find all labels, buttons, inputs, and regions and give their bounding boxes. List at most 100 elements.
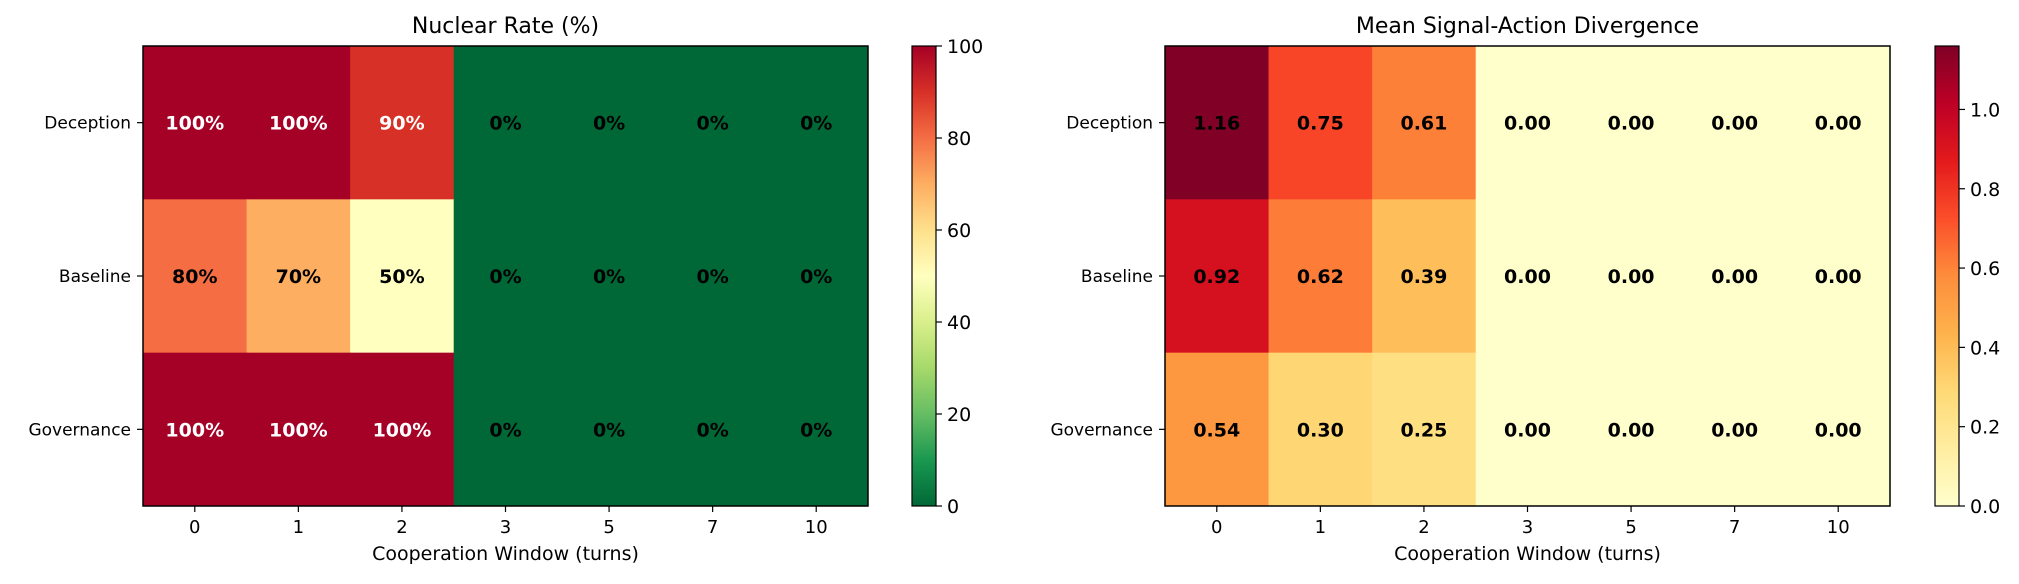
x-tick-label: 5 bbox=[603, 517, 614, 538]
heatmap-cell bbox=[350, 352, 455, 507]
colorbar bbox=[911, 45, 937, 507]
heatmap-cell bbox=[1786, 352, 1891, 507]
heatmap-cell bbox=[1579, 46, 1684, 200]
cell-label: 0% bbox=[800, 113, 832, 135]
cell-label: 0.00 bbox=[1504, 266, 1551, 288]
cell-label: 0.00 bbox=[1815, 266, 1862, 288]
cell-label: 0.00 bbox=[1608, 113, 1655, 135]
heatmap-cell bbox=[1579, 199, 1684, 354]
heatmap-cell bbox=[1682, 199, 1787, 354]
heatmap-cell bbox=[557, 352, 662, 507]
heatmap-cell bbox=[1268, 352, 1373, 507]
x-tick-label: 0 bbox=[1211, 517, 1222, 538]
x-axis-label: Cooperation Window (turns) bbox=[372, 543, 639, 565]
x-tick-label: 2 bbox=[1418, 517, 1429, 538]
heatmap-cell bbox=[350, 199, 455, 354]
colorbar-tick-label: 0.4 bbox=[1970, 337, 2000, 359]
heatmap-cell bbox=[1268, 46, 1373, 200]
x-tick-label: 7 bbox=[1729, 517, 1740, 538]
cell-label: 0% bbox=[697, 419, 729, 441]
cell-label: 0.00 bbox=[1711, 113, 1758, 135]
heatmap-cell bbox=[350, 46, 455, 200]
cell-label: 100% bbox=[373, 419, 432, 441]
heatmap-cell bbox=[453, 199, 558, 354]
heatmap-cell bbox=[1165, 46, 1270, 200]
heatmap-cell bbox=[1372, 199, 1477, 354]
colorbar-tick-label: 0 bbox=[947, 496, 959, 518]
colorbar-tick-label: 0.2 bbox=[1970, 417, 2000, 439]
y-tick-label: Governance bbox=[28, 420, 131, 440]
colorbar bbox=[1934, 45, 1960, 507]
cell-label: 0.00 bbox=[1504, 113, 1551, 135]
heatmap-cell bbox=[660, 352, 765, 507]
heatmap-1: 1.16 0.75 0.61 0.00 0.00 0.00 0.000.92 0.62 0.39… bbox=[1050, 14, 2000, 565]
cell-label: 0.92 bbox=[1193, 266, 1240, 288]
cell-label: 0.00 bbox=[1608, 419, 1655, 441]
x-tick-label: 10 bbox=[805, 517, 828, 538]
colorbar-tick-label: 20 bbox=[947, 404, 971, 426]
heatmap-cell bbox=[1682, 352, 1787, 507]
heatmap-cell bbox=[660, 199, 765, 354]
colorbar-tick-label: 0.0 bbox=[1970, 496, 2000, 518]
heatmap-cell bbox=[1165, 352, 1270, 507]
heatmap-cell bbox=[1372, 352, 1477, 507]
cell-label: 0% bbox=[593, 266, 625, 288]
heatmap-cell bbox=[143, 46, 248, 200]
cell-label: 0% bbox=[489, 266, 521, 288]
cell-label: 0.00 bbox=[1608, 266, 1655, 288]
cell-label: 0% bbox=[593, 113, 625, 135]
heatmap-cell bbox=[246, 46, 351, 200]
cell-label: 0.30 bbox=[1297, 419, 1344, 441]
y-tick-label: Baseline bbox=[59, 267, 131, 287]
heatmap-cell bbox=[1475, 199, 1580, 354]
cell-label: 0% bbox=[800, 419, 832, 441]
cell-label: 0% bbox=[697, 113, 729, 135]
colorbar-tick-label: 80 bbox=[947, 128, 971, 150]
x-tick-label: 0 bbox=[189, 517, 200, 538]
x-tick-label: 10 bbox=[1827, 517, 1850, 538]
heatmap-cell bbox=[557, 199, 662, 354]
cell-label: 0% bbox=[489, 419, 521, 441]
heatmap-cell bbox=[1786, 46, 1891, 200]
cell-label: 0.00 bbox=[1711, 266, 1758, 288]
cell-label: 0.54 bbox=[1193, 419, 1240, 441]
cell-label: 50% bbox=[379, 266, 424, 288]
cell-label: 70% bbox=[276, 266, 321, 288]
heatmap-0: 100% 100% 90% 0% 0% 0% 0%80% 70% 50% 0% 0% 0% 0%100%… bbox=[28, 14, 983, 565]
cell-label: 100% bbox=[269, 113, 328, 135]
cell-label: 80% bbox=[172, 266, 217, 288]
cell-label: 0.00 bbox=[1711, 419, 1758, 441]
colorbar-tick-label: 60 bbox=[947, 220, 971, 242]
x-tick-label: 2 bbox=[396, 517, 407, 538]
cell-label: 0.75 bbox=[1297, 113, 1344, 135]
heatmap-cell bbox=[143, 352, 248, 507]
heatmap-cell bbox=[246, 199, 351, 354]
y-tick-label: Deception bbox=[44, 114, 131, 134]
y-tick-label: Governance bbox=[1050, 420, 1153, 440]
heatmap-cell bbox=[143, 199, 248, 354]
heatmap-cell bbox=[557, 46, 662, 200]
heatmap-cell bbox=[1268, 199, 1373, 354]
heatmap-cell bbox=[1786, 199, 1891, 354]
colorbar-tick-label: 1.0 bbox=[1970, 99, 2000, 121]
cell-label: 0% bbox=[800, 266, 832, 288]
heatmap-cell bbox=[1682, 46, 1787, 200]
chart-title: Nuclear Rate (%) bbox=[412, 14, 599, 39]
heatmap-cell bbox=[1579, 352, 1684, 507]
x-axis-label: Cooperation Window (turns) bbox=[1394, 543, 1661, 565]
x-tick-label: 5 bbox=[1625, 517, 1636, 538]
heatmap-cell bbox=[660, 46, 765, 200]
heatmap-cell bbox=[1475, 46, 1580, 200]
x-tick-label: 1 bbox=[1315, 517, 1326, 538]
cell-label: 0% bbox=[593, 419, 625, 441]
heatmap-cell bbox=[764, 46, 869, 200]
heatmap-cell bbox=[453, 46, 558, 200]
cell-label: 90% bbox=[379, 113, 424, 135]
cell-label: 100% bbox=[269, 419, 328, 441]
cell-label: 0% bbox=[697, 266, 729, 288]
colorbar-tick-label: 0.8 bbox=[1970, 179, 2000, 201]
cell-label: 100% bbox=[165, 419, 224, 441]
x-tick-label: 7 bbox=[707, 517, 718, 538]
colorbar-tick-label: 0.6 bbox=[1970, 258, 2000, 280]
